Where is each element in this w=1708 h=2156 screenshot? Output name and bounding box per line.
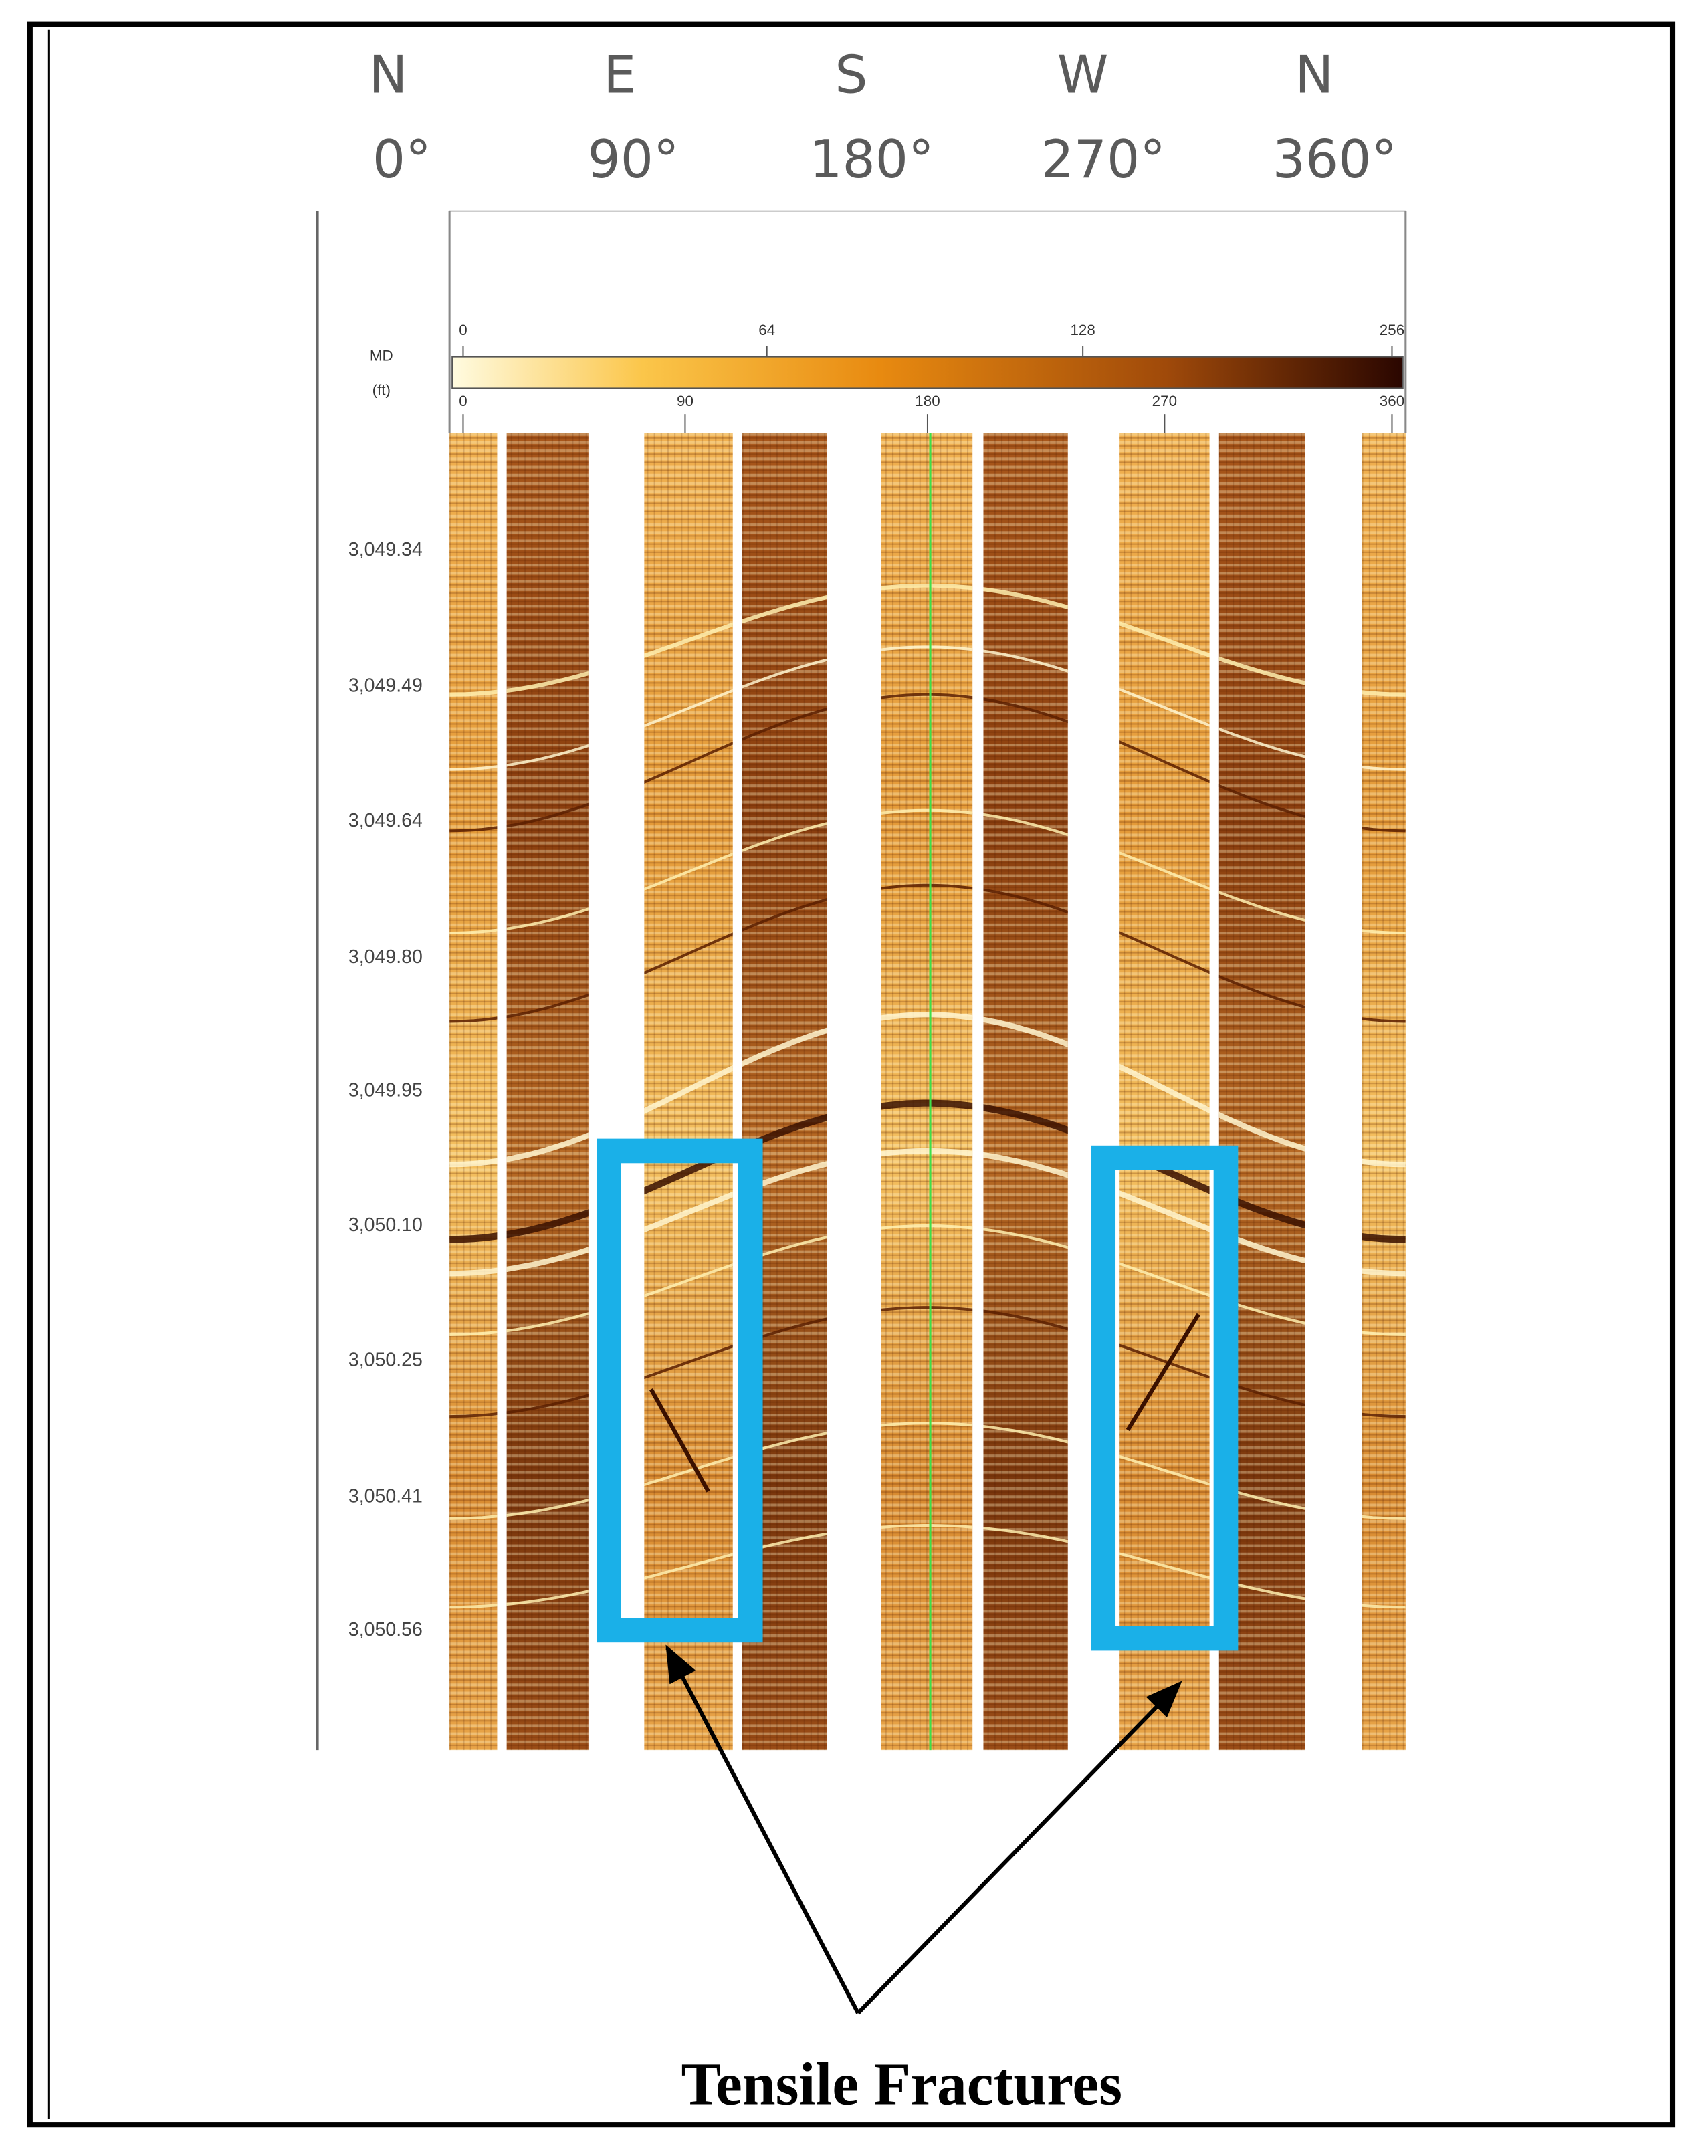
depth-tick-label: 3,050.10	[348, 1214, 423, 1236]
depth-tick-label: 3,049.49	[348, 675, 423, 697]
color-bar	[451, 356, 1404, 389]
degree-label: 90°	[587, 130, 679, 190]
depth-tick-label: 3,049.80	[348, 946, 423, 968]
image-pads	[449, 433, 1406, 1751]
depth-tick-label: 3,049.64	[348, 810, 423, 831]
pad-texture	[1119, 433, 1210, 1751]
outer-border	[27, 21, 1676, 2128]
depth-tick-label: 3,049.95	[348, 1079, 423, 1101]
degree-label: 180°	[809, 130, 934, 190]
azimuth-tick-label: 180	[915, 393, 940, 409]
pad-texture	[881, 433, 973, 1751]
amplitude-tick-label: 128	[1070, 322, 1095, 338]
fracture-trace	[649, 1388, 710, 1493]
pad-texture	[506, 433, 589, 1751]
pad-texture	[983, 433, 1068, 1751]
degree-label: 360°	[1273, 130, 1397, 190]
caption: Tensile Fractures	[681, 2052, 1123, 2118]
arrow	[665, 1644, 860, 2014]
amplitude-tick-label: 64	[758, 322, 775, 338]
depth-tick-label: 3,050.41	[348, 1485, 423, 1507]
azimuth-tick-label: 90	[677, 393, 693, 409]
direction-label: N	[369, 45, 408, 105]
direction-label: E	[603, 45, 636, 105]
azimuth-tick-label: 360	[1380, 393, 1404, 409]
direction-label: W	[1057, 45, 1109, 105]
fracture-box	[1091, 1145, 1239, 1651]
pad-texture	[449, 433, 498, 1751]
pad-texture	[1362, 433, 1406, 1751]
direction-label: N	[1295, 45, 1333, 105]
azimuth-tick-label: 270	[1152, 393, 1177, 409]
direction-label: S	[835, 45, 867, 105]
azimuth-tick-label: 0	[459, 393, 467, 409]
fracture-trace	[1126, 1313, 1200, 1432]
degree-label: 270°	[1041, 130, 1166, 190]
depth-unit: (ft)	[372, 382, 391, 399]
depth-tick-label: 3,050.56	[348, 1619, 423, 1640]
depth-tick-label: 3,049.34	[348, 539, 423, 560]
arrow	[856, 1681, 1182, 2015]
fracture-box	[597, 1138, 763, 1643]
degree-label: 0°	[372, 130, 431, 190]
depth-tick-label: 3,050.25	[348, 1350, 423, 1371]
depth-label: MD	[370, 348, 393, 364]
amplitude-tick-label: 256	[1380, 322, 1404, 338]
amplitude-tick-label: 0	[459, 322, 467, 338]
